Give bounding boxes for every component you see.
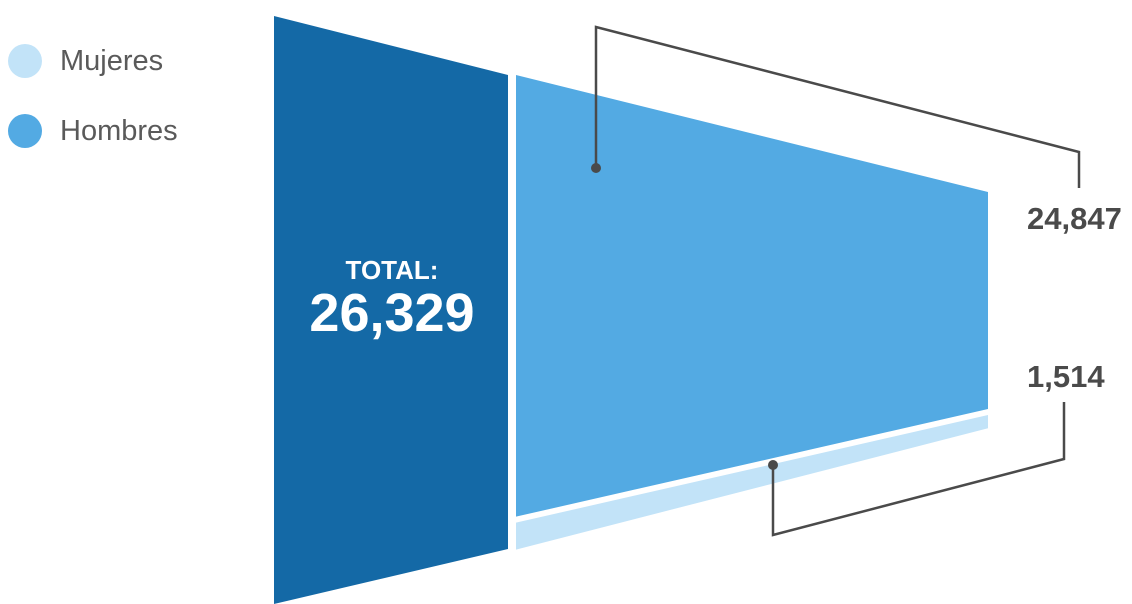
total-block	[274, 16, 508, 604]
bar-women	[516, 415, 988, 550]
value-label-women: 1,514	[1027, 359, 1105, 394]
legend-label-women: Mujeres	[60, 44, 164, 77]
legend-label-men: Hombres	[60, 114, 178, 147]
legend-swatch-men	[8, 114, 42, 148]
leader-dot-women	[768, 460, 778, 470]
legend-item-men: Hombres	[8, 114, 178, 148]
total-value: 26,329	[309, 283, 474, 343]
legend-swatch-women	[8, 44, 42, 78]
leader-dot-men	[591, 163, 601, 173]
value-label-men: 24,847	[1027, 201, 1122, 236]
chart-marks: 24,847 1,514	[516, 25, 1122, 550]
total-label: TOTAL:	[346, 255, 439, 285]
leader-line-women	[771, 402, 1066, 537]
leader-line-men	[594, 25, 1081, 188]
bar-men	[516, 75, 988, 517]
legend-item-women: Mujeres	[8, 44, 163, 78]
